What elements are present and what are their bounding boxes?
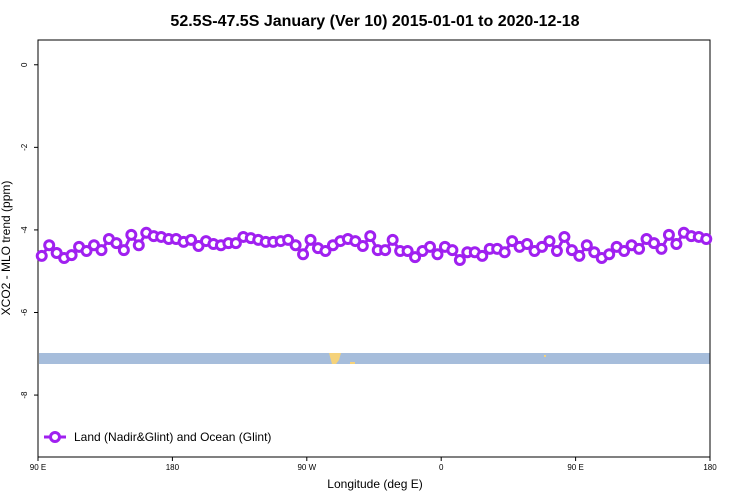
point xyxy=(364,230,377,243)
point xyxy=(506,235,519,248)
x-tick-label: 180 xyxy=(166,463,180,472)
point xyxy=(476,249,489,262)
point xyxy=(580,239,593,252)
plot-frame xyxy=(37,39,711,458)
legend-label: Land (Nadir&Glint) and Ocean (Glint) xyxy=(74,430,271,444)
point xyxy=(117,244,130,257)
point xyxy=(670,237,683,250)
y-tick-label: -2 xyxy=(20,143,29,151)
point xyxy=(633,242,646,255)
point xyxy=(132,239,145,252)
point xyxy=(297,248,310,261)
y-tick-label: -4 xyxy=(20,226,29,234)
point xyxy=(618,244,631,257)
point xyxy=(125,228,138,241)
y-tick-label: 0 xyxy=(20,62,29,67)
point xyxy=(95,244,108,257)
point xyxy=(319,244,332,257)
point xyxy=(603,248,616,261)
point xyxy=(43,239,56,252)
point xyxy=(65,249,78,262)
x-tick-label: 90 W xyxy=(297,463,316,472)
legend-marker xyxy=(49,431,61,443)
point xyxy=(229,237,242,250)
point xyxy=(700,233,713,246)
point xyxy=(588,246,601,259)
point xyxy=(536,240,548,253)
point xyxy=(356,240,369,253)
land-patch xyxy=(544,355,546,357)
point xyxy=(289,239,302,252)
point xyxy=(550,244,563,257)
point xyxy=(662,228,675,241)
point xyxy=(35,249,48,262)
point xyxy=(185,233,198,246)
land-patch xyxy=(329,353,341,364)
point xyxy=(80,244,93,257)
point xyxy=(648,237,660,250)
point xyxy=(110,237,123,250)
point xyxy=(424,240,436,253)
y-tick-label: -6 xyxy=(20,308,29,316)
point xyxy=(655,242,668,255)
point xyxy=(386,233,399,246)
point xyxy=(401,244,414,257)
point xyxy=(565,244,578,257)
x-tick-label: 90 E xyxy=(567,463,583,472)
point xyxy=(446,244,459,257)
x-axis-label: Longitude (deg E) xyxy=(327,477,422,491)
point xyxy=(558,230,571,243)
x-tick-label: 180 xyxy=(703,463,717,472)
point xyxy=(573,249,586,262)
chart-title: 52.5S-47.5S January (Ver 10) 2015-01-01 … xyxy=(170,13,579,30)
point xyxy=(379,244,392,257)
x-tick-label: 0 xyxy=(439,463,444,472)
point xyxy=(304,233,317,246)
y-tick-label: -8 xyxy=(20,391,29,399)
point xyxy=(431,248,444,261)
point xyxy=(521,237,534,250)
ocean-strip xyxy=(39,353,710,364)
point xyxy=(409,251,422,264)
point xyxy=(543,235,556,248)
point xyxy=(498,246,511,259)
y-axis-label: XCO2 - MLO trend (ppm) xyxy=(0,181,13,316)
point xyxy=(282,233,295,246)
land-patch xyxy=(350,362,355,364)
x-tick-label: 90 E xyxy=(30,463,46,472)
map-strip xyxy=(39,353,710,364)
point xyxy=(453,254,466,267)
